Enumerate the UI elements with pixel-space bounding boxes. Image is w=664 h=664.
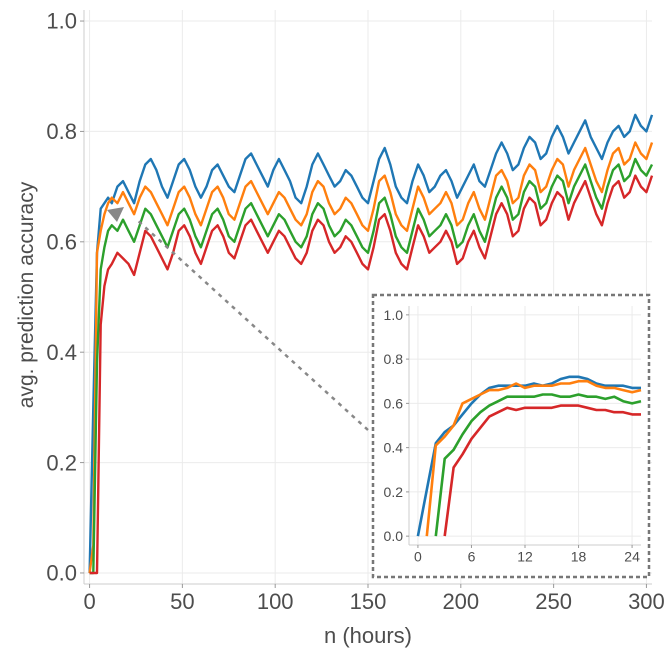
main-series-green — [89, 157, 654, 575]
inset-y-tick-label: 0.8 — [384, 351, 404, 367]
inset-zoom-connector — [134, 217, 369, 431]
main-series-orange — [88, 141, 654, 574]
inset-x-tick-label: 0 — [414, 548, 422, 564]
x-axis-title: n (hours) — [324, 623, 412, 648]
main-x-tick-label: 0 — [83, 589, 95, 614]
main-axes: 0 50 100 150 200 250 300 0.0 0.2 0.4 0.6 0.8 1.0 — [46, 9, 664, 614]
main-series-blue — [88, 113, 654, 574]
zoom-arrow-head — [107, 207, 124, 222]
main-series — [88, 113, 654, 575]
main-y-tick-label: 0.6 — [46, 230, 77, 255]
inset-series-green — [434, 393, 642, 537]
y-axis-title: avg. prediction accuracy — [15, 181, 38, 408]
inset-y-tick-label: 0.2 — [384, 484, 404, 500]
main-y-tick-label: 1.0 — [46, 9, 77, 34]
inset-y-tick-label: 0.0 — [384, 528, 404, 544]
main-x-tick-label: 100 — [257, 589, 294, 614]
inset-frame — [371, 293, 651, 579]
main-x-tick-label: 200 — [442, 589, 479, 614]
inset-x-tick-label: 18 — [571, 548, 587, 564]
main-series-red — [89, 174, 654, 575]
inset-grid — [409, 306, 641, 545]
main-x-tick-label: 150 — [350, 589, 387, 614]
inset-series — [416, 375, 642, 537]
inset-y-tick-label: 0.6 — [384, 395, 404, 411]
main-y-tick-label: 0.0 — [46, 561, 77, 586]
main-y-tick-label: 0.2 — [46, 450, 77, 475]
main-x-tick-label: 250 — [535, 589, 572, 614]
inset-x-tick-label: 24 — [624, 548, 640, 564]
inset-x-tick-label: 6 — [468, 548, 476, 564]
inset-axes: 0 6 12 18 24 0.0 0.2 0.4 0.6 0.8 1.0 — [384, 306, 641, 564]
main-x-tick-label: 50 — [170, 589, 194, 614]
main-y-tick-label: 0.4 — [46, 340, 77, 365]
inset-series-orange — [425, 379, 642, 537]
inset-x-tick-label: 12 — [517, 548, 533, 564]
main-x-tick-label: 300 — [628, 589, 664, 614]
main-y-tick-label: 0.8 — [46, 119, 77, 144]
inset-y-tick-label: 1.0 — [384, 307, 404, 323]
inset-series-red — [443, 404, 641, 537]
inset-y-tick-label: 0.4 — [384, 440, 404, 456]
